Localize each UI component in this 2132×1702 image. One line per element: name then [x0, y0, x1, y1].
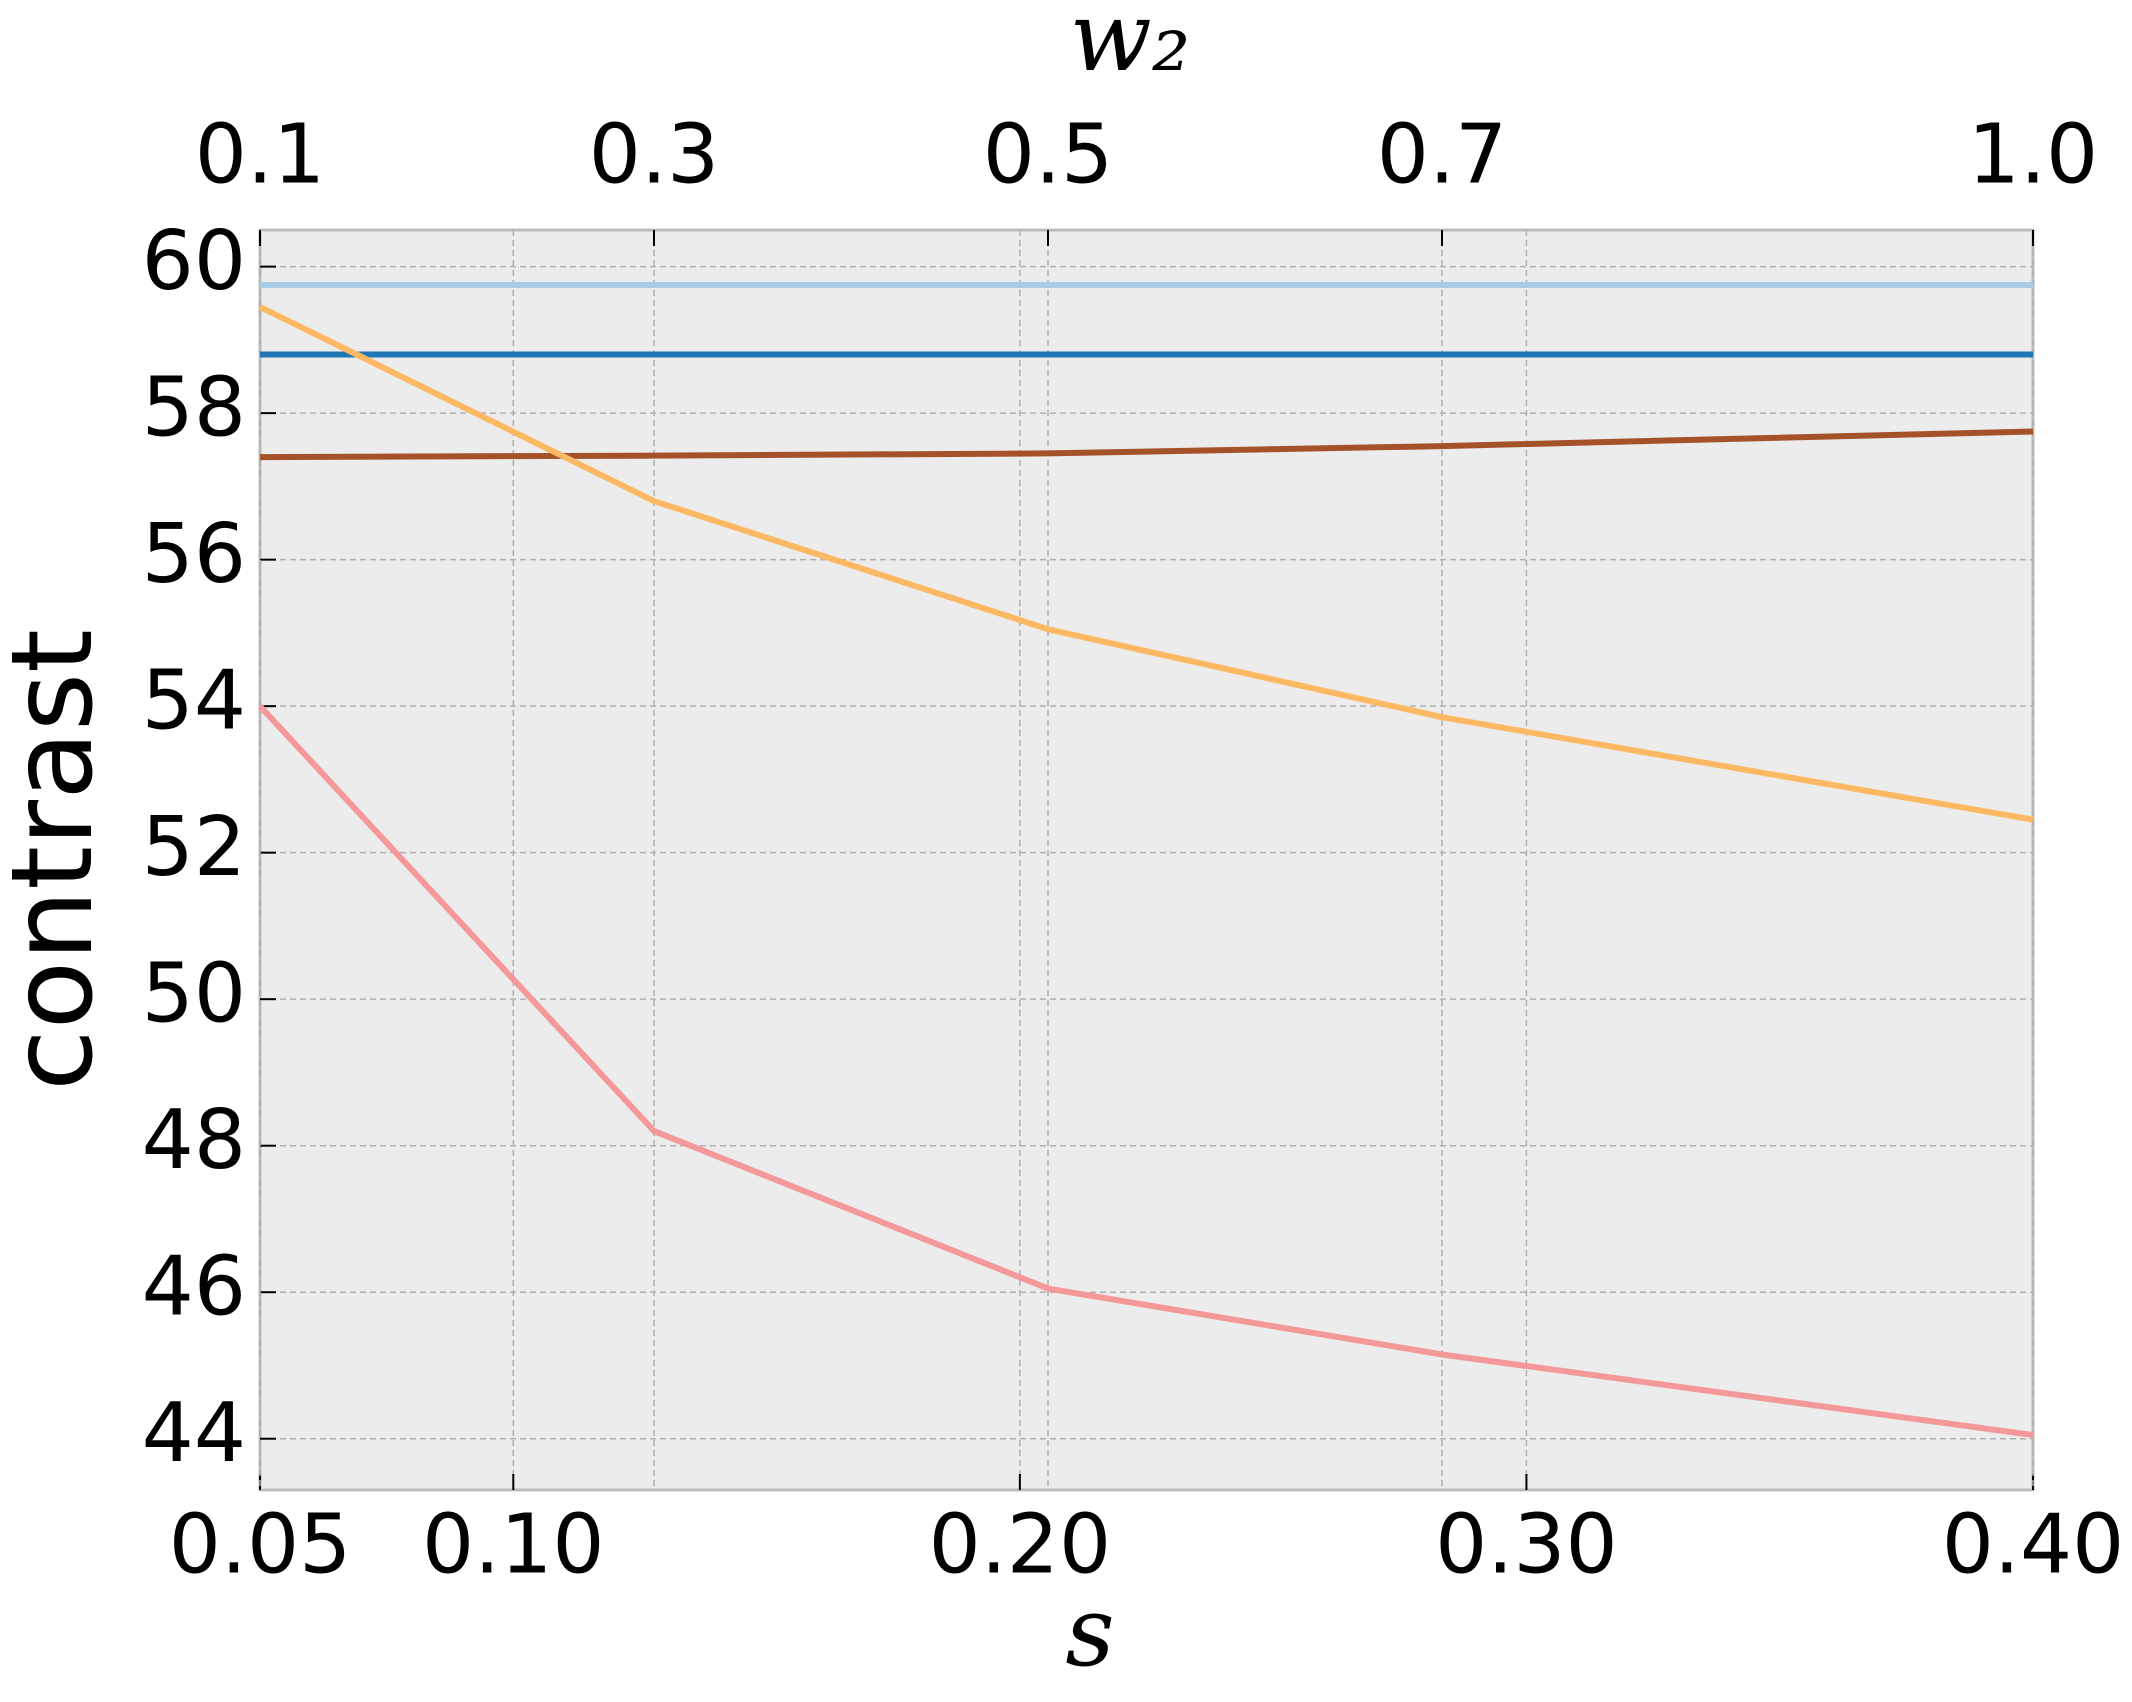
- y-tick-label: 46: [142, 1240, 246, 1335]
- y-tick-label: 58: [142, 361, 246, 456]
- series-line: [258, 304, 2034, 823]
- x2-tick-label: 1.0: [1968, 107, 2098, 202]
- plot-area: [258, 228, 2035, 1492]
- y-tick-label: 52: [142, 800, 246, 895]
- x-axis-label: s: [1065, 1576, 1114, 1688]
- x-tick-label: 0.20: [929, 1497, 1112, 1592]
- x2-axis-label: w₂: [1070, 0, 1191, 93]
- x2-tick-label: 0.3: [589, 107, 719, 202]
- grid: [259, 230, 2034, 1490]
- series-line: [259, 428, 2034, 461]
- y-tick-label: 48: [142, 1093, 246, 1188]
- lines: [257, 281, 2034, 1439]
- x2-tick-label: 0.1: [195, 107, 325, 202]
- x2-tick-label: 0.7: [1377, 107, 1507, 202]
- y-tick-label: 44: [142, 1386, 246, 1481]
- x-tick-label: 0.10: [422, 1497, 605, 1592]
- x-tick-label: 0.05: [169, 1497, 352, 1592]
- y-tick-label: 56: [142, 507, 246, 602]
- x2-tick-label: 0.5: [983, 107, 1113, 202]
- x-tick-label: 0.40: [1942, 1497, 2125, 1592]
- y-tick-label: 60: [142, 214, 246, 309]
- series-line: [257, 704, 2034, 1439]
- x-tick-label: 0.30: [1435, 1497, 1618, 1592]
- y-tick-label: 50: [142, 947, 246, 1042]
- y-axis-label: contrast: [0, 629, 118, 1091]
- y-tick-label: 54: [142, 654, 246, 749]
